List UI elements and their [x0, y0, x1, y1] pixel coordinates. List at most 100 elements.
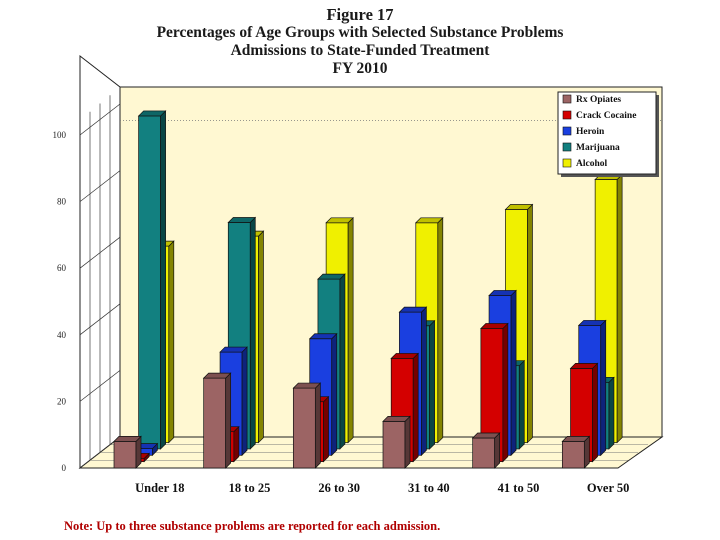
- bar-side: [160, 110, 166, 450]
- title-line-2: Percentages of Age Groups with Selected …: [156, 24, 564, 41]
- legend-swatch: [562, 94, 572, 104]
- x-axis-label: Over 50: [587, 481, 629, 495]
- bar-top: [480, 323, 509, 329]
- y-tick-label: 60: [57, 263, 67, 273]
- bar-rx-opiates-3: [382, 415, 411, 469]
- bar-side: [608, 376, 615, 450]
- y-gridline-wall: [79, 103, 121, 136]
- x-axis-label: Under 18: [135, 481, 184, 495]
- chart-title: Figure 17 Percentages of Age Groups with…: [0, 6, 720, 78]
- y-tick-label: 40: [57, 330, 67, 340]
- legend-swatch: [562, 142, 572, 152]
- bar-top: [219, 346, 248, 353]
- title-line-1: Figure 17: [326, 5, 394, 24]
- legend-label: Heroin: [576, 127, 605, 137]
- bar-side: [518, 359, 525, 450]
- bar-side: [249, 216, 256, 450]
- bar-side: [258, 230, 264, 444]
- bar-top: [382, 416, 411, 422]
- y-gridline-wall: [79, 303, 121, 336]
- legend-label: Alcohol: [576, 159, 608, 169]
- bar-side: [583, 435, 590, 469]
- bar-side: [314, 382, 321, 469]
- bar-front: [292, 387, 316, 469]
- bar-side: [135, 435, 142, 469]
- y-gridline-wall: [79, 170, 121, 202]
- bar-side: [404, 415, 411, 469]
- bar-rx-opiates-2: [292, 382, 322, 469]
- bar-top: [569, 363, 599, 369]
- legend-label: Crack Cocaine: [576, 111, 636, 121]
- bar-top: [137, 110, 167, 117]
- legend-label: Marijuana: [576, 143, 620, 153]
- bar-top: [504, 204, 534, 210]
- bar-rx-opiates-4: [471, 432, 501, 469]
- bar-top: [202, 372, 232, 379]
- bar-side: [616, 173, 623, 444]
- y-gridline-wall: [79, 236, 121, 269]
- bar-side: [241, 346, 248, 457]
- title-line-3: Admissions to State-Funded Treatment: [230, 42, 490, 59]
- x-axis-label: 31 to 40: [408, 481, 450, 495]
- bar-rx-opiates-0: [113, 435, 142, 469]
- bar-side: [437, 216, 444, 444]
- bar-side: [494, 432, 501, 469]
- legend-swatch: [562, 126, 572, 136]
- bar-side: [412, 352, 419, 463]
- bar-rx-opiates-5: [561, 435, 591, 469]
- bar-top: [390, 353, 420, 359]
- bar-side: [233, 425, 240, 463]
- bar-side: [339, 273, 346, 450]
- bar-side: [421, 306, 427, 457]
- bar-top: [414, 217, 444, 224]
- bar-side: [323, 395, 329, 463]
- bar-top: [113, 436, 142, 442]
- y-gridline-wall: [79, 370, 121, 402]
- legend-swatch: [562, 110, 572, 120]
- bar-top: [471, 432, 501, 439]
- y-tick-label: 80: [57, 197, 67, 207]
- bar-top: [561, 436, 591, 442]
- bar-front: [472, 437, 496, 469]
- bar-side: [429, 319, 435, 450]
- bar-side: [347, 216, 354, 444]
- bar-side: [527, 203, 533, 444]
- bar-side: [168, 240, 175, 444]
- legend-box: [557, 91, 657, 175]
- bar-front: [382, 421, 406, 469]
- legend-swatch: [562, 158, 572, 168]
- bar-top: [488, 290, 517, 296]
- y-tick-label: 100: [53, 130, 67, 140]
- bar-side: [600, 319, 607, 457]
- bar-side: [331, 332, 338, 457]
- bar-crack-cocaine-4: [480, 322, 509, 463]
- y-gridline-wall: [79, 436, 121, 469]
- bar-side: [225, 372, 232, 469]
- bar-side: [592, 362, 598, 463]
- bar-side: [510, 289, 517, 457]
- bar-top: [227, 217, 257, 223]
- legend: Rx Opiates Crack Cocaine Heroin Marijuana Al…: [557, 91, 659, 177]
- bar-marijuana-0: [137, 110, 167, 450]
- bar-front: [138, 115, 161, 450]
- title-line-4: FY 2010: [332, 60, 388, 77]
- bar-top: [398, 306, 428, 313]
- bar-rx-opiates-1: [202, 372, 232, 469]
- bar-side: [502, 322, 509, 463]
- footnote: Note: Up to three substance problems are…: [64, 519, 441, 533]
- x-axis-label: 18 to 25: [229, 481, 271, 495]
- y-tick-label: 20: [57, 396, 67, 406]
- bar-front: [561, 441, 585, 469]
- bar-top: [577, 320, 607, 326]
- x-axis-label: 41 to 50: [498, 481, 540, 495]
- bar-front: [113, 441, 137, 469]
- bar-top: [317, 273, 346, 280]
- x-axis-label: 26 to 30: [318, 481, 360, 495]
- bar-top: [325, 217, 354, 224]
- bar-top: [308, 333, 338, 340]
- bars-layer: [113, 110, 623, 469]
- bar-top: [292, 382, 322, 389]
- bar-front: [203, 377, 227, 469]
- legend-label: Rx Opiates: [576, 95, 621, 105]
- y-tick-label: 0: [62, 463, 67, 473]
